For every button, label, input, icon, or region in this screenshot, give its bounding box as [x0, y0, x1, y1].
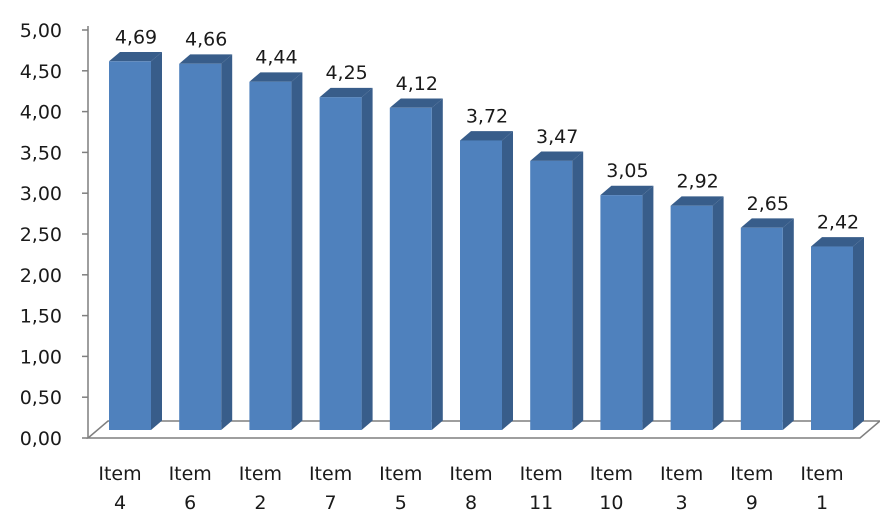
x-tick-label: Item 9	[730, 463, 773, 514]
bar-front	[670, 205, 713, 430]
bar	[460, 131, 513, 430]
bar-top	[740, 218, 794, 228]
data-label: 4,25	[325, 62, 367, 84]
y-tick-label: 3,50	[20, 142, 62, 164]
data-label: 2,65	[747, 193, 789, 215]
bar-top	[600, 185, 654, 196]
y-tick-label: 2,00	[20, 265, 62, 287]
bar-front	[460, 140, 502, 430]
bar-side	[502, 131, 513, 430]
x-tick-label: Item 5	[379, 463, 422, 514]
bar-side	[221, 54, 233, 430]
bar-top	[670, 196, 724, 206]
bar-side	[572, 151, 584, 431]
bar	[670, 196, 724, 430]
bar	[179, 54, 233, 431]
x-tick-label: Item 11	[520, 463, 563, 514]
bar-side	[782, 218, 794, 430]
bar-side	[712, 196, 724, 430]
bar-front	[740, 227, 783, 430]
bar-top	[530, 151, 584, 161]
bar	[740, 218, 794, 430]
x-tick-label: Item 3	[660, 463, 703, 514]
data-label: 4,44	[255, 47, 297, 69]
bar-side	[642, 185, 654, 430]
bar-side	[431, 98, 443, 430]
x-tick-label: Item 7	[309, 463, 352, 514]
data-label: 3,47	[536, 126, 578, 148]
data-label: 3,72	[466, 105, 508, 127]
y-tick-label: 3,00	[20, 183, 62, 205]
x-tick-label: Item 1	[800, 463, 843, 514]
y-axis: 0,00 0,50 1,00 1,50 2,00 2,50 3,00 3,50 4,00 4,50…	[20, 20, 89, 450]
x-axis: Item 4 Item 6 Item 2 Item 7 Item 5 Item 8 Item 11 Item…	[98, 463, 843, 514]
bar-top	[109, 51, 162, 62]
y-tick-label: 2,50	[20, 224, 62, 246]
y-tick-label: 1,00	[20, 346, 62, 368]
data-label: 4,66	[185, 29, 227, 51]
bar-front	[811, 246, 853, 430]
y-tick-label: 4,50	[20, 61, 62, 83]
y-tick-label: 0,00	[20, 428, 62, 450]
y-tick-label: 4,00	[20, 102, 62, 124]
bar	[389, 98, 443, 431]
bar-side	[151, 51, 162, 431]
bar-top	[179, 54, 233, 64]
x-tick-label: Item 4	[98, 463, 141, 514]
bar	[600, 185, 654, 430]
bar	[530, 151, 584, 431]
bars	[109, 51, 864, 431]
bar-side	[361, 87, 373, 430]
x-tick-label: Item 10	[590, 463, 633, 514]
data-label: 3,05	[606, 160, 648, 182]
bar-front	[179, 63, 222, 431]
bar	[319, 87, 373, 430]
data-labels: 4,69 4,66 4,44 4,25 4,12 3,72 3,47 3,05 2,92 2,65…	[115, 26, 859, 233]
bar-front	[389, 107, 432, 431]
data-label: 2,92	[676, 171, 718, 193]
data-label: 4,12	[396, 73, 438, 95]
data-label: 4,69	[115, 26, 157, 48]
x-tick-label: Item 8	[449, 463, 492, 514]
bar-front	[249, 81, 292, 431]
y-tick-label: 1,50	[20, 306, 62, 328]
bar-front	[530, 160, 573, 430]
bar	[109, 51, 162, 431]
y-tick-label: 0,50	[20, 387, 62, 409]
bar-top	[811, 237, 864, 247]
bar-side	[853, 237, 864, 430]
bar	[811, 237, 864, 430]
data-label: 2,42	[817, 212, 859, 234]
x-tick-label: Item 6	[169, 463, 212, 514]
y-tick-label: 5,00	[20, 20, 62, 42]
bar-top	[249, 72, 303, 82]
bar-top	[389, 98, 443, 108]
bar-front	[109, 61, 151, 431]
bar-top	[319, 87, 373, 98]
bar	[249, 72, 303, 431]
bar-top	[460, 131, 513, 141]
bar-side	[291, 72, 303, 430]
bar-front	[319, 97, 362, 430]
x-tick-label: Item 2	[239, 463, 282, 514]
bar-front	[600, 195, 643, 430]
